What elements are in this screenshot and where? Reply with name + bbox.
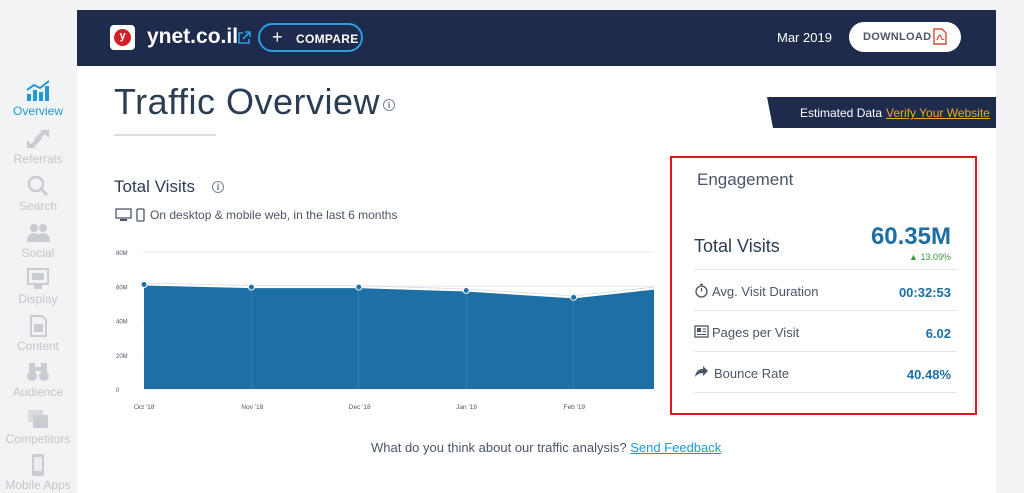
x-tick-label: Oct '18 xyxy=(134,404,155,411)
nav-item-display[interactable]: Display xyxy=(0,268,76,306)
main-card: y ynet.co.il + COMPARE Mar 2019 DOWNLOAD… xyxy=(77,10,996,493)
plus-icon: + xyxy=(272,27,283,47)
people-icon xyxy=(27,224,50,242)
feedback-prompt: What do you think about our traffic anal… xyxy=(371,440,721,455)
engagement-title: Engagement xyxy=(697,170,794,189)
area-series xyxy=(144,284,654,389)
x-tick-label: Nov '18 xyxy=(241,404,263,411)
binoculars-icon xyxy=(27,363,49,381)
engagement-row-pages: Pages per Visit 6.02 xyxy=(694,311,957,352)
desktop-mobile-icon xyxy=(115,208,145,222)
nav-label: Referrals xyxy=(13,152,63,166)
nav-item-audience[interactable]: Audience xyxy=(0,361,76,399)
info-icon[interactable]: i xyxy=(383,99,395,111)
data-point xyxy=(140,281,148,289)
nav-item-content[interactable]: Content xyxy=(0,315,76,353)
compare-button-label: COMPARE xyxy=(296,32,359,46)
site-favicon-letter: y xyxy=(119,30,126,42)
engagement-total-visits: Total Visits 60.35M ▲ 13.09% xyxy=(694,214,957,270)
site-name: ynet.co.il xyxy=(147,25,239,48)
site-favicon: y xyxy=(110,25,135,50)
nav-item-overview[interactable]: Overview xyxy=(0,80,76,118)
estimated-data-banner: Estimated Data Verify Your Website xyxy=(767,97,996,128)
y-tick-label: 0 xyxy=(116,388,120,394)
x-tick-label: Feb '19 xyxy=(564,404,586,411)
info-icon[interactable]: i xyxy=(212,181,224,193)
verify-website-link[interactable]: Verify Your Website xyxy=(886,106,990,120)
nav-label: Competitors xyxy=(5,432,71,446)
y-tick-label: 20M xyxy=(116,354,128,360)
stack-icon xyxy=(28,410,48,428)
page-title: Traffic Overview xyxy=(114,81,381,122)
nav-label: Content xyxy=(16,339,60,353)
x-tick-label: Jan '19 xyxy=(456,404,477,411)
engagement-panel: Engagement Total Visits 60.35M ▲ 13.09% … xyxy=(670,156,977,415)
engagement-row-label: Pages per Visit xyxy=(712,325,800,340)
engagement-total-visits-label: Total Visits xyxy=(694,236,780,256)
engagement-row-label: Bounce Rate xyxy=(714,366,790,381)
total-visits-title: Total Visits xyxy=(114,177,195,196)
up-arrow-icon: ▲ xyxy=(909,252,918,262)
nav-label: Social xyxy=(21,246,55,260)
engagement-row-duration: Avg. Visit Duration 00:32:53 xyxy=(694,270,957,311)
display-ad-icon xyxy=(27,268,49,289)
magnifier-icon xyxy=(27,175,49,197)
nav-item-social[interactable]: Social xyxy=(0,222,76,260)
date-selector[interactable]: Mar 2019 xyxy=(777,30,832,45)
document-icon xyxy=(30,315,47,337)
nav-item-competitors[interactable]: Competitors xyxy=(0,408,76,446)
y-tick-label: 40M xyxy=(116,320,128,326)
total-visits-subtitle: On desktop & mobile web, in the last 6 m… xyxy=(150,208,398,222)
total-visits-chart: 0 20M 40M 60M 80M Oct '18 Nov '18 Dec '18 Jan '1… xyxy=(116,251,654,411)
side-navigation: Overview Referrals Search Social Display xyxy=(0,0,76,493)
bounce-arrow-icon xyxy=(695,366,708,377)
nav-label: Overview xyxy=(12,104,63,118)
nav-item-mobile-apps[interactable]: Mobile Apps xyxy=(0,454,76,492)
engagement-row-value: 40.48% xyxy=(906,367,951,382)
feedback-question: What do you think about our traffic anal… xyxy=(371,440,627,455)
engagement-row-value: 00:32:53 xyxy=(898,285,951,300)
external-link-icon[interactable] xyxy=(237,31,251,45)
nav-label: Display xyxy=(18,292,58,306)
x-tick-label: Dec '18 xyxy=(349,404,371,411)
series-outline xyxy=(143,282,654,297)
visits-change-value: 13.09% xyxy=(920,252,951,262)
bar-chart-icon xyxy=(26,80,50,101)
phone-icon xyxy=(32,454,44,476)
nav-label: Audience xyxy=(12,385,64,399)
site-header: y ynet.co.il + COMPARE Mar 2019 DOWNLOAD xyxy=(77,10,996,66)
send-feedback-link[interactable]: Send Feedback xyxy=(630,440,722,455)
compare-button[interactable]: + COMPARE xyxy=(258,23,363,52)
nav-item-referrals[interactable]: Referrals xyxy=(0,128,76,166)
engagement-row-label: Avg. Visit Duration xyxy=(712,284,819,299)
nav-item-search[interactable]: Search xyxy=(0,175,76,213)
pages-icon xyxy=(694,325,709,338)
visits-change: ▲ 13.09% xyxy=(909,252,951,262)
engagement-row-value: 6.02 xyxy=(925,326,951,341)
title-underline xyxy=(114,134,216,136)
engagement-total-visits-value: 60.35M xyxy=(870,223,951,250)
download-button[interactable]: DOWNLOAD xyxy=(849,22,961,52)
y-tick-label: 60M xyxy=(116,285,128,291)
download-button-label: DOWNLOAD xyxy=(863,31,932,43)
y-tick-label: 80M xyxy=(116,251,128,257)
series-line xyxy=(143,283,654,299)
nav-label: Mobile Apps xyxy=(5,478,71,492)
arrows-icon xyxy=(27,130,49,148)
engagement-row-bounce: Bounce Rate 40.48% xyxy=(694,352,957,393)
nav-label: Search xyxy=(18,199,58,213)
stopwatch-icon xyxy=(695,283,708,298)
pdf-icon xyxy=(933,28,947,45)
estimated-data-text: Estimated Data xyxy=(800,106,883,120)
